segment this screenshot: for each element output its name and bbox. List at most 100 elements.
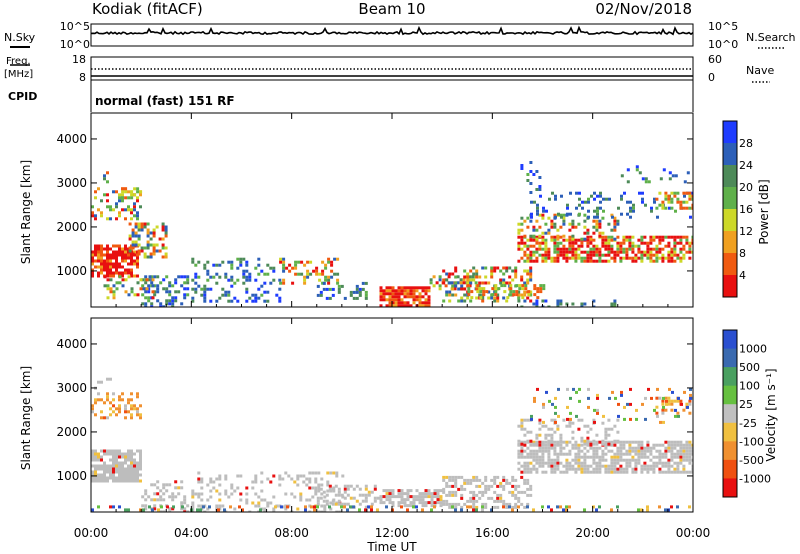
power-cell xyxy=(661,247,665,251)
velocity-cell xyxy=(442,475,446,479)
power-cell xyxy=(632,209,635,213)
velocity-cell xyxy=(505,481,509,485)
velocity-cell xyxy=(514,502,518,506)
power-cell xyxy=(174,299,178,303)
power-cell xyxy=(343,296,347,300)
power-cell xyxy=(161,255,165,259)
y-tick-label: 1000 xyxy=(56,264,87,278)
velocity-cell xyxy=(109,377,112,381)
power-cell xyxy=(503,290,507,294)
velocity-cell xyxy=(121,455,124,459)
power-cell xyxy=(161,225,165,229)
velocity-cell xyxy=(674,408,677,412)
velocity-cell xyxy=(535,440,539,444)
power-cell xyxy=(668,171,672,175)
power-cell xyxy=(538,213,542,217)
power-cell xyxy=(146,231,150,235)
power-cell xyxy=(551,191,554,195)
power-cell xyxy=(520,238,524,242)
power-cell xyxy=(682,191,686,195)
power-cell xyxy=(118,247,121,251)
power-cell xyxy=(143,246,147,250)
power-cell xyxy=(112,256,115,260)
velocity-cell xyxy=(502,499,506,503)
power-cell xyxy=(466,272,470,276)
velocity-cell xyxy=(553,440,557,444)
power-cell xyxy=(112,293,116,297)
velocity-cell xyxy=(517,505,520,509)
power-cell xyxy=(679,238,683,242)
power-cell xyxy=(331,293,335,297)
velocity-cell xyxy=(272,495,276,499)
velocity-cell xyxy=(559,470,563,474)
velocity-cell xyxy=(130,479,133,483)
power-cell xyxy=(460,299,464,303)
velocity-cell xyxy=(159,495,163,499)
velocity-cell xyxy=(130,404,133,408)
velocity-cell xyxy=(541,461,545,465)
power-cell xyxy=(112,208,115,212)
velocity-cell xyxy=(221,504,225,508)
velocity-cell xyxy=(523,443,527,447)
power-cell xyxy=(349,293,353,297)
velocity-cell xyxy=(136,410,139,414)
velocity-cell xyxy=(382,501,386,505)
velocity-cell xyxy=(133,464,136,468)
velocity-cell xyxy=(589,464,593,468)
power-cell xyxy=(604,253,608,257)
power-cell xyxy=(544,250,548,254)
power-cell xyxy=(161,246,165,250)
velocity-cell xyxy=(490,484,494,488)
power-cell xyxy=(472,272,476,276)
power-cell xyxy=(577,238,581,242)
power-cell xyxy=(124,190,128,194)
velocity-cell xyxy=(580,470,584,474)
power-cell xyxy=(418,286,422,290)
power-cell xyxy=(578,203,581,207)
velocity-cell xyxy=(577,449,581,453)
velocity-cell xyxy=(625,449,629,453)
colorbar-tick-label: 4 xyxy=(739,269,746,282)
power-cell xyxy=(556,305,560,307)
power-cell xyxy=(131,231,135,235)
power-cell xyxy=(673,191,677,195)
velocity-cell xyxy=(436,501,440,505)
velocity-cell xyxy=(556,442,560,446)
power-cell xyxy=(598,247,602,251)
power-cell xyxy=(521,287,525,291)
power-cell xyxy=(529,161,533,164)
power-cell xyxy=(118,281,122,285)
power-cell xyxy=(303,263,307,267)
power-cell xyxy=(568,222,572,226)
power-cell xyxy=(124,196,128,200)
velocity-cell xyxy=(162,510,166,512)
velocity-cell xyxy=(311,495,315,499)
velocity-cell xyxy=(565,464,569,468)
velocity-cell xyxy=(364,493,368,497)
velocity-cell xyxy=(569,411,572,415)
velocity-cell xyxy=(463,487,467,491)
velocity-cell xyxy=(520,464,524,468)
power-cell xyxy=(279,281,283,285)
velocity-cell xyxy=(409,489,413,493)
velocity-cell xyxy=(106,476,109,480)
power-cell xyxy=(589,241,593,245)
power-cell xyxy=(427,286,431,290)
velocity-cell xyxy=(106,416,109,420)
velocity-cell xyxy=(118,449,121,453)
power-cell xyxy=(388,292,392,296)
velocity-cell xyxy=(97,458,100,462)
velocity-cell xyxy=(640,470,644,474)
velocity-cell xyxy=(251,501,255,505)
velocity-cell xyxy=(218,477,222,481)
power-cell xyxy=(152,234,156,238)
power-cell xyxy=(236,299,240,303)
power-cell xyxy=(127,208,130,212)
velocity-cell xyxy=(517,452,521,456)
velocity-cell xyxy=(655,396,659,400)
power-cell xyxy=(409,295,413,299)
velocity-cell xyxy=(308,510,312,512)
power-cell xyxy=(535,228,539,232)
power-cell xyxy=(115,265,118,269)
power-cell xyxy=(556,302,560,306)
